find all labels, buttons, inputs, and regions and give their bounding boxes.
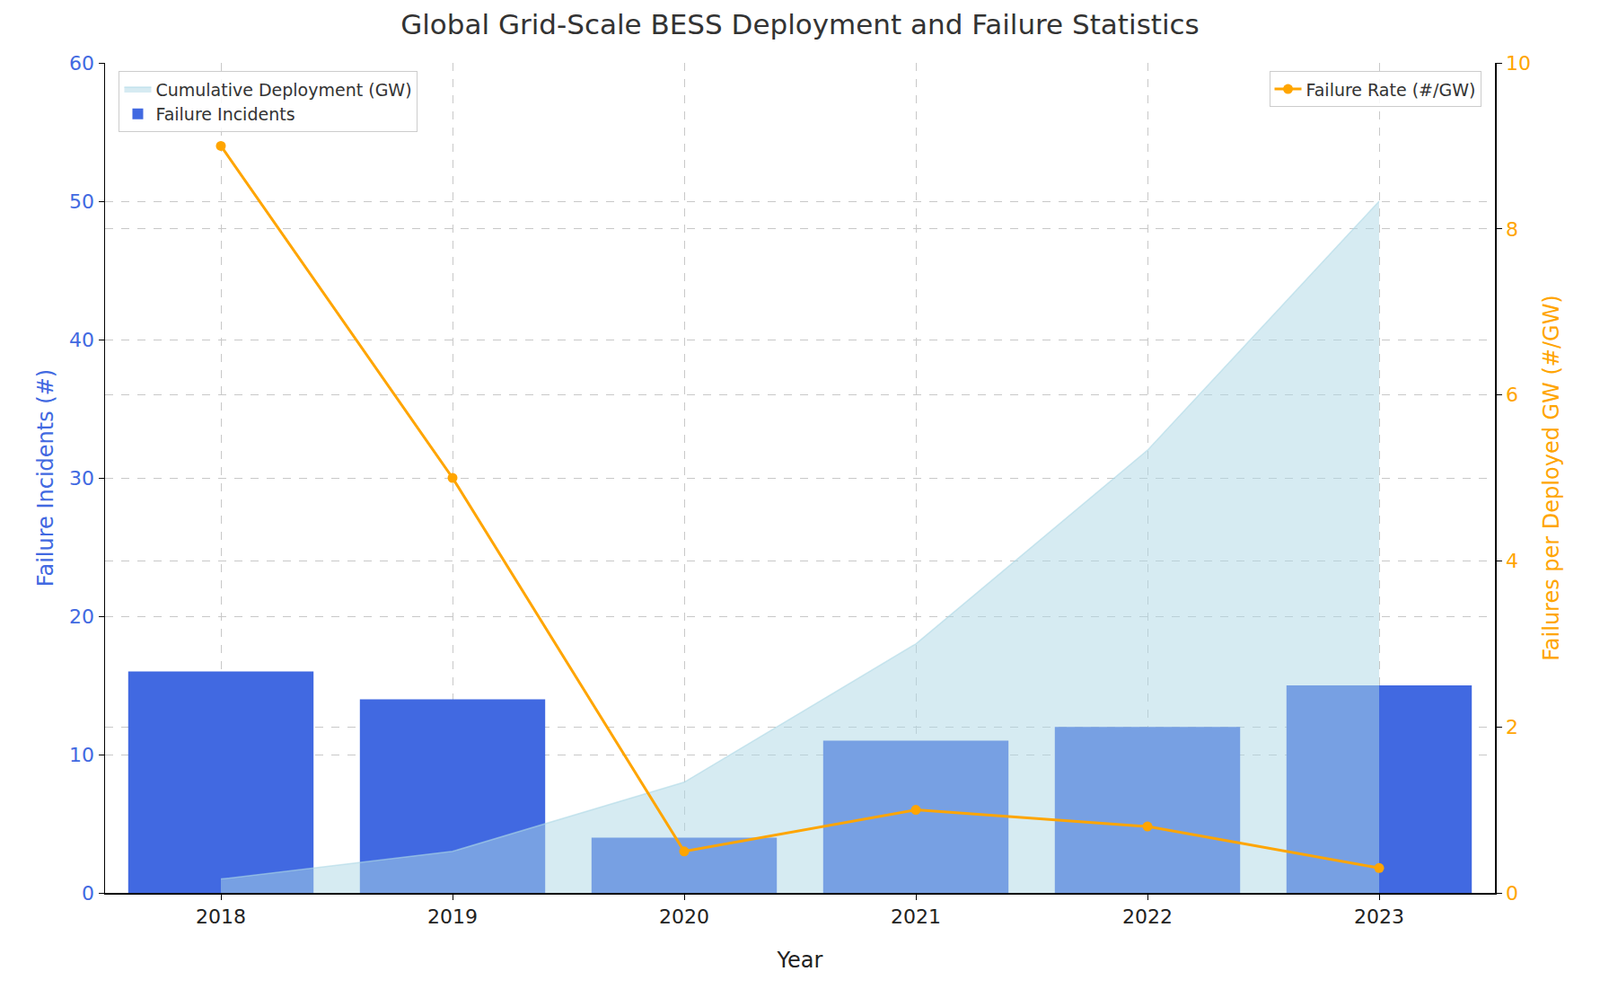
svg-text:Failure Rate (#/GW): Failure Rate (#/GW) — [1306, 79, 1477, 100]
svg-text:30: 30 — [69, 466, 95, 490]
svg-text:2021: 2021 — [890, 905, 941, 928]
svg-text:0: 0 — [81, 881, 95, 905]
svg-text:20: 20 — [69, 605, 95, 628]
svg-text:2020: 2020 — [659, 905, 710, 928]
svg-text:Year: Year — [776, 947, 824, 973]
svg-text:10: 10 — [69, 743, 95, 766]
svg-text:Failure Incidents (#): Failure Incidents (#) — [33, 369, 59, 587]
svg-text:2023: 2023 — [1353, 905, 1405, 928]
svg-text:Failures per Deployed GW (#/GW: Failures per Deployed GW (#/GW) — [1538, 294, 1565, 660]
svg-text:Cumulative Deployment (GW): Cumulative Deployment (GW) — [155, 79, 412, 100]
svg-text:2018: 2018 — [195, 905, 247, 928]
svg-text:2019: 2019 — [427, 905, 478, 928]
svg-text:Global Grid-Scale BESS Deploym: Global Grid-Scale BESS Deployment and Fa… — [400, 8, 1200, 41]
svg-text:6: 6 — [1505, 383, 1519, 406]
svg-text:Failure Incidents: Failure Incidents — [155, 104, 295, 124]
svg-text:50: 50 — [69, 190, 95, 213]
svg-text:8: 8 — [1505, 218, 1519, 241]
svg-text:10: 10 — [1505, 52, 1531, 75]
svg-text:60: 60 — [69, 52, 95, 75]
svg-text:4: 4 — [1505, 549, 1519, 572]
svg-text:40: 40 — [69, 328, 95, 352]
svg-text:0: 0 — [1505, 881, 1519, 905]
svg-text:2022: 2022 — [1122, 905, 1173, 928]
svg-text:2: 2 — [1505, 715, 1519, 739]
